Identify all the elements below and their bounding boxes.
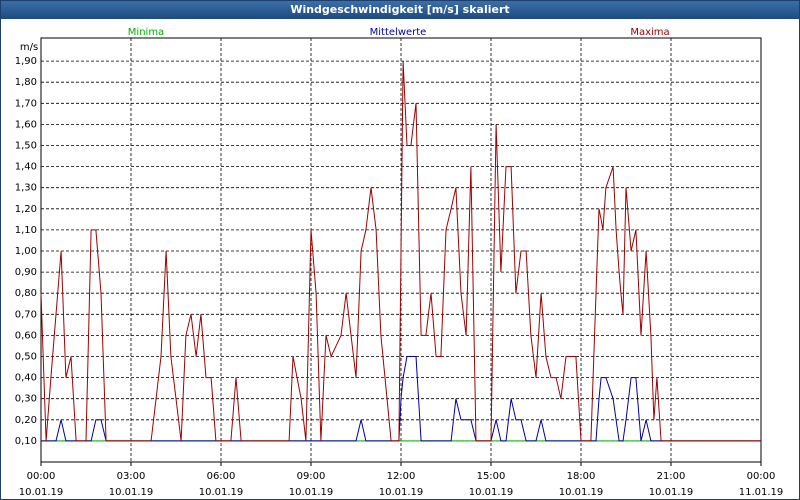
series-line xyxy=(40,61,761,442)
y-tick-label: 1,90 xyxy=(15,56,37,67)
x-tick-date: 10.01.19 xyxy=(19,487,64,498)
x-tick-date: 10.01.19 xyxy=(649,487,694,498)
x-tick-label: 12:00 xyxy=(387,471,416,482)
y-tick-label: 0,30 xyxy=(15,394,37,405)
y-tick-label: 1,30 xyxy=(15,183,37,194)
y-tick-label: 0,20 xyxy=(15,415,37,426)
y-tick-label: 1,70 xyxy=(15,98,37,109)
series-line xyxy=(41,356,761,442)
legend-entry: Minima xyxy=(128,27,164,38)
y-tick-label: 1,50 xyxy=(15,141,37,152)
x-tick-date: 11.01.19 xyxy=(739,487,784,498)
x-tick-label: 18:00 xyxy=(567,471,596,482)
x-tick-date: 10.01.19 xyxy=(559,487,604,498)
x-tick-date: 10.01.19 xyxy=(289,487,334,498)
title-bar: Windgeschwindigkeit [m/s] skaliert xyxy=(1,1,799,19)
y-tick-label: 1,40 xyxy=(15,162,37,173)
x-tick-label: 21:00 xyxy=(657,471,686,482)
y-tick-label: 0,60 xyxy=(15,330,37,341)
y-tick-label: 0,90 xyxy=(15,267,37,278)
y-tick-label: 0,50 xyxy=(15,352,37,363)
x-tick-date: 10.01.19 xyxy=(109,487,154,498)
legend-entry: Maxima xyxy=(630,27,669,38)
x-tick-label: 00:00 xyxy=(27,471,56,482)
y-tick-label: 1,80 xyxy=(15,77,37,88)
legend-entry: Mittelwerte xyxy=(370,27,427,38)
x-tick-date: 10.01.19 xyxy=(469,487,514,498)
y-tick-label: 1,60 xyxy=(15,119,37,130)
x-tick-label: 15:00 xyxy=(477,471,506,482)
x-tick-label: 06:00 xyxy=(207,471,236,482)
x-tick-label: 09:00 xyxy=(297,471,326,482)
x-tick-date: 10.01.19 xyxy=(379,487,424,498)
y-tick-label: 1,00 xyxy=(15,246,37,257)
y-tick-label: 0,80 xyxy=(15,288,37,299)
x-tick-label: 00:00 xyxy=(747,471,776,482)
y-tick-label: 0,40 xyxy=(15,373,37,384)
x-tick-date: 10.01.19 xyxy=(199,487,244,498)
x-tick-label: 03:00 xyxy=(117,471,146,482)
y-tick-label: 0,70 xyxy=(15,309,37,320)
y-tick-label: 1,20 xyxy=(15,204,37,215)
y-axis-label: m/s xyxy=(20,42,38,53)
y-tick-label: 0,10 xyxy=(15,436,37,447)
y-tick-label: 1,10 xyxy=(15,225,37,236)
